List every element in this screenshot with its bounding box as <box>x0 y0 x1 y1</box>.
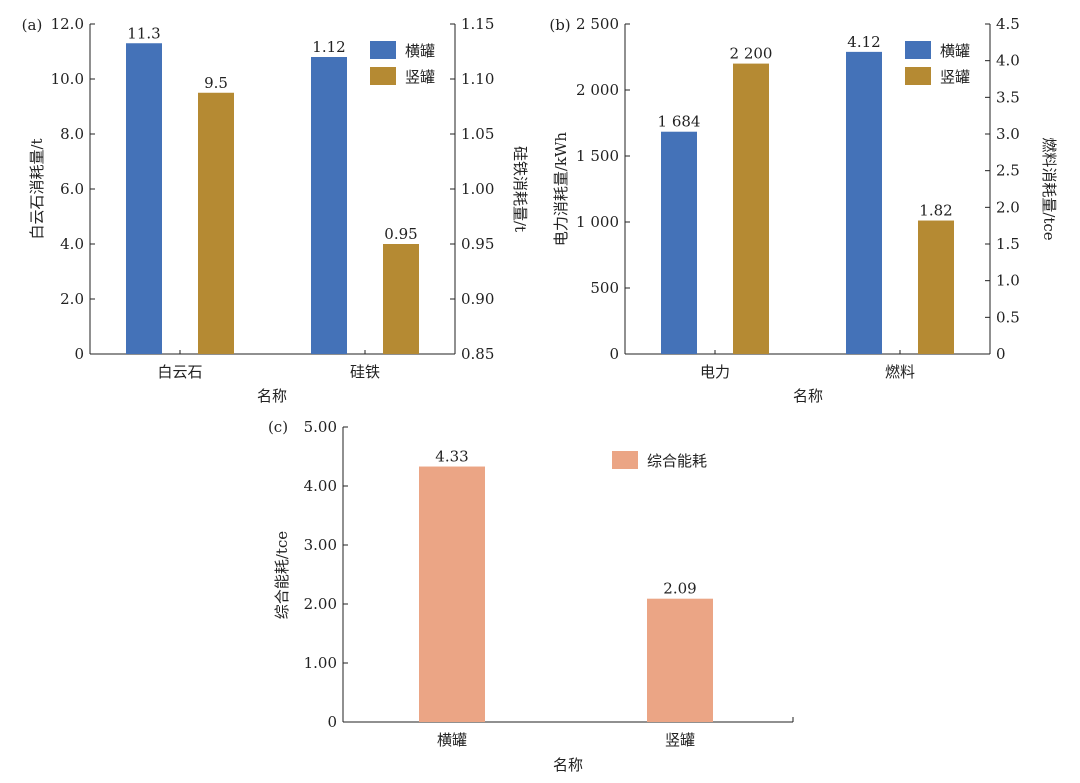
y-tick-label: 8.0 <box>60 125 84 143</box>
bar-value-label: 1.82 <box>919 202 952 220</box>
x-tick-label: 硅铁 <box>350 363 380 381</box>
y-right-tick-label: 1.10 <box>461 70 494 88</box>
x-tick-label: 竖罐 <box>665 731 695 749</box>
y-right-tick-label: 1.05 <box>461 125 494 143</box>
bar <box>733 63 769 354</box>
x-tick-label: 横罐 <box>437 731 467 749</box>
x-tick-label: 电力 <box>700 363 730 381</box>
y-tick-label: 2.00 <box>304 595 337 613</box>
y-tick-label: 2 500 <box>576 15 619 33</box>
bar-value-label: 11.3 <box>127 24 160 42</box>
y-tick-label: 2 000 <box>576 81 619 99</box>
x-axis-title: 名称 <box>553 756 583 774</box>
y-tick-label: 5.00 <box>304 418 337 436</box>
y-tick-label: 500 <box>590 279 619 297</box>
legend-label: 横罐 <box>940 42 970 60</box>
legend-label: 竖罐 <box>405 68 435 86</box>
bar-value-label: 2 200 <box>730 45 773 63</box>
panel-label: (c) <box>268 418 288 436</box>
x-axis-title: 名称 <box>793 387 823 405</box>
y-tick-label: 0 <box>74 345 84 363</box>
bar-value-label: 9.5 <box>204 74 228 92</box>
chart-panel-0: (a) 0 2.0 4.0 6.0 8.0 10.0 12.0 0.85 0.90 0.95 1.00… <box>22 15 529 405</box>
x-tick-label: 燃料 <box>885 363 915 381</box>
bar <box>846 51 882 354</box>
bar-value-label: 0.95 <box>384 225 417 243</box>
y-right-tick-label: 1.5 <box>996 235 1020 253</box>
chart-panel-2: (c) 0 1.00 2.00 3.00 4.00 5.00 横罐 竖罐 4.33 2.09 综合能耗… <box>268 418 794 774</box>
y-right-tick-label: 0.90 <box>461 290 494 308</box>
bar <box>126 43 162 354</box>
x-tick-label: 白云石 <box>157 363 202 381</box>
panel-label: (b) <box>549 16 570 34</box>
legend-label: 横罐 <box>405 42 435 60</box>
y-right-tick-label: 1.0 <box>996 272 1020 290</box>
x-axis-title: 名称 <box>257 387 287 405</box>
y-right-tick-label: 4.5 <box>996 15 1020 33</box>
y-tick-label: 0 <box>609 345 619 363</box>
y-tick-label: 10.0 <box>51 70 84 88</box>
y-right-tick-label: 3.5 <box>996 88 1020 106</box>
y-tick-label: 1 000 <box>576 213 619 231</box>
y-tick-label: 4.0 <box>60 235 84 253</box>
y-tick-label: 2.0 <box>60 290 84 308</box>
legend-swatch <box>370 67 396 85</box>
bar <box>918 220 954 354</box>
legend-label: 竖罐 <box>940 68 970 86</box>
legend-swatch <box>370 41 396 59</box>
y-axis-right-title: 硅铁消耗量/t <box>511 146 529 232</box>
bar <box>419 466 485 722</box>
y-right-tick-label: 0.5 <box>996 308 1020 326</box>
bar <box>198 92 234 354</box>
bar-value-label: 2.09 <box>663 580 696 598</box>
y-right-tick-label: 1.15 <box>461 15 494 33</box>
bar <box>311 57 347 354</box>
chart-panel-1: (b) 0 500 1 000 1 500 2 000 2 500 0 0.5 1.0 1.5 2.0… <box>549 15 1058 405</box>
y-right-tick-label: 0 <box>996 345 1006 363</box>
bar <box>647 598 713 722</box>
legend-swatch <box>905 41 931 59</box>
bar-value-label: 4.12 <box>847 33 880 51</box>
y-right-tick-label: 3.0 <box>996 125 1020 143</box>
y-tick-label: 6.0 <box>60 180 84 198</box>
bar-value-label: 4.33 <box>435 448 468 466</box>
bar-value-label: 1 684 <box>658 113 701 131</box>
y-tick-label: 0 <box>327 713 337 731</box>
y-axis-title: 白云石消耗量/t <box>28 138 46 239</box>
y-tick-label: 1 500 <box>576 147 619 165</box>
y-axis-title: 综合能耗/tce <box>273 531 291 619</box>
y-right-tick-label: 0.85 <box>461 345 494 363</box>
y-axis-right-title: 燃料消耗量/tce <box>1040 137 1058 240</box>
y-tick-label: 4.00 <box>304 477 337 495</box>
y-tick-label: 1.00 <box>304 654 337 672</box>
y-right-tick-label: 1.00 <box>461 180 494 198</box>
y-right-tick-label: 2.0 <box>996 198 1020 216</box>
bar <box>661 131 697 354</box>
y-axis-title: 电力消耗量/kWh <box>552 132 570 247</box>
y-tick-label: 12.0 <box>51 15 84 33</box>
panel-label: (a) <box>22 16 43 34</box>
y-right-tick-label: 2.5 <box>996 162 1020 180</box>
y-right-tick-label: 4.0 <box>996 52 1020 70</box>
bar-value-label: 1.12 <box>312 38 345 56</box>
bar <box>383 244 419 354</box>
y-tick-label: 3.00 <box>304 536 337 554</box>
legend-swatch <box>612 451 638 469</box>
legend-label: 综合能耗 <box>647 452 707 470</box>
legend-swatch <box>905 67 931 85</box>
y-right-tick-label: 0.95 <box>461 235 494 253</box>
